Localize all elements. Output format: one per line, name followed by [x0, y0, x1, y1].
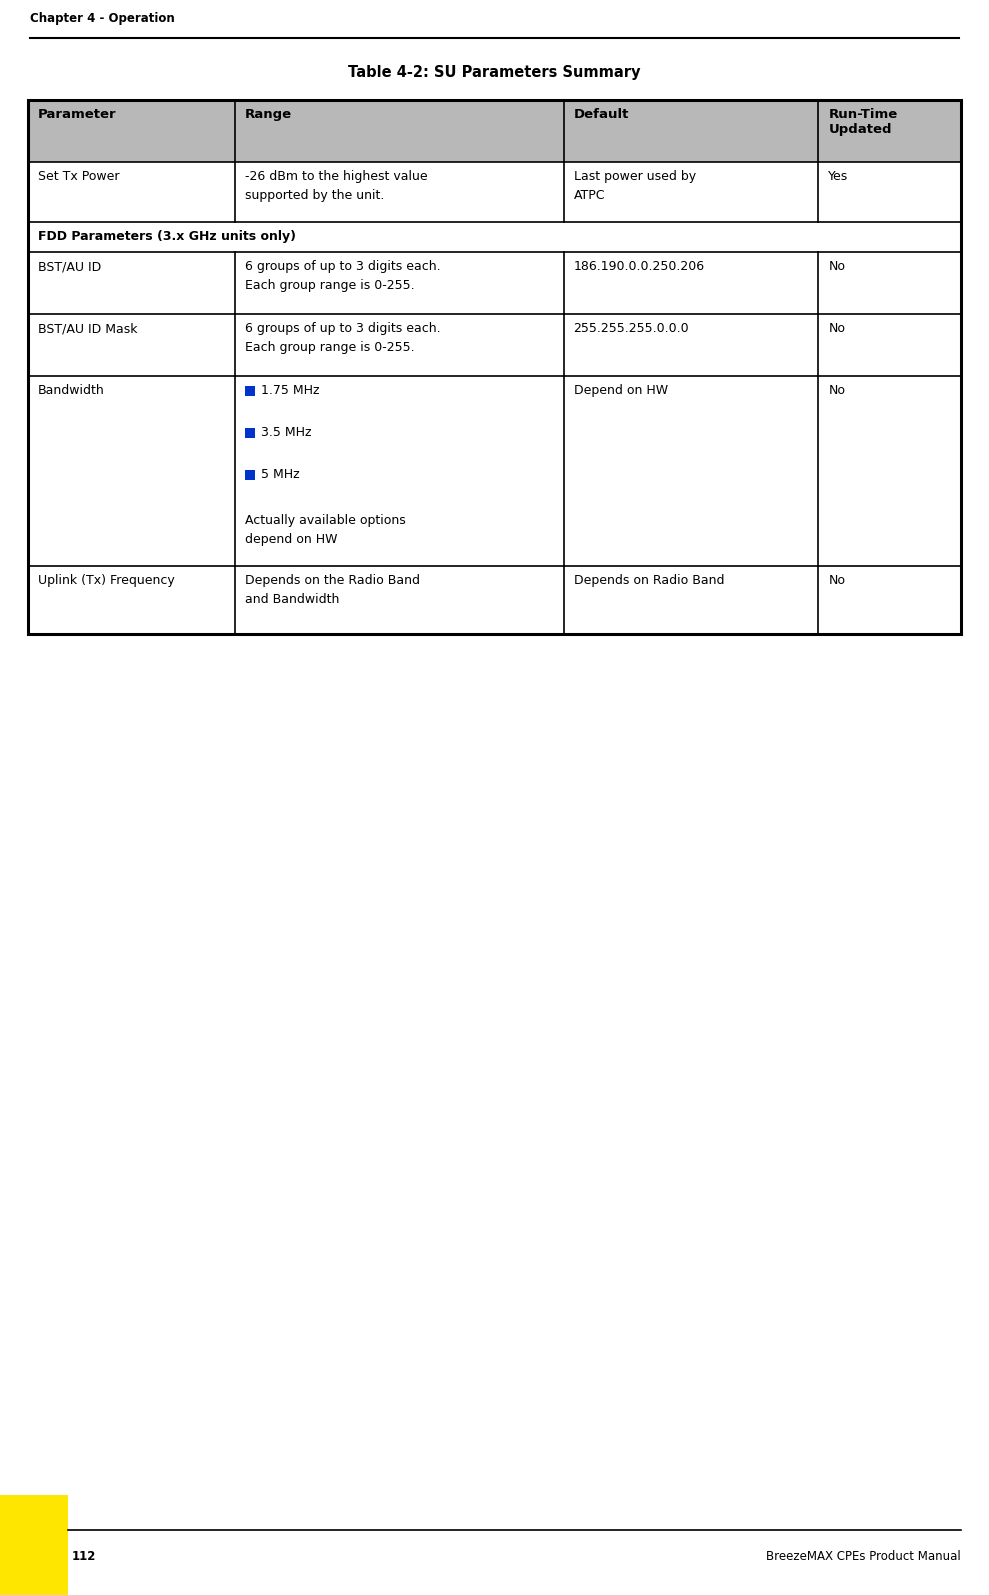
Bar [245, 386, 255, 396]
Bar [818, 566, 961, 633]
Bar [564, 222, 818, 252]
Bar [235, 566, 564, 633]
Bar [245, 427, 255, 439]
Bar [818, 100, 961, 163]
Text: No: No [828, 322, 846, 335]
Bar [28, 252, 235, 314]
Text: Yes: Yes [828, 171, 849, 183]
Text: Run-Time
Updated: Run-Time Updated [828, 108, 897, 136]
Text: Range: Range [245, 108, 293, 121]
Bar [0, 1495, 68, 1595]
Text: 255.255.255.0.0.0: 255.255.255.0.0.0 [574, 322, 689, 335]
Text: Parameter: Parameter [38, 108, 117, 121]
Text: BST/AU ID Mask: BST/AU ID Mask [38, 322, 137, 335]
Text: Chapter 4 - Operation: Chapter 4 - Operation [30, 13, 175, 26]
Bar [28, 163, 235, 222]
Bar [235, 163, 564, 222]
Text: Uplink (Tx) Frequency: Uplink (Tx) Frequency [38, 574, 175, 587]
Bar [564, 100, 818, 163]
Text: 186.190.0.0.250.206: 186.190.0.0.250.206 [574, 260, 705, 273]
Bar [28, 566, 235, 633]
Bar [235, 252, 564, 314]
Text: 1.75 MHz: 1.75 MHz [261, 384, 319, 397]
Text: Depends on the Radio Band
and Bandwidth: Depends on the Radio Band and Bandwidth [245, 574, 420, 606]
Bar [564, 252, 818, 314]
Bar [564, 566, 818, 633]
Bar [818, 376, 961, 566]
Text: Set Tx Power: Set Tx Power [38, 171, 120, 183]
Text: FDD Parameters (3.x GHz units only): FDD Parameters (3.x GHz units only) [38, 230, 296, 242]
Bar [564, 163, 818, 222]
Text: Table 4-2: SU Parameters Summary: Table 4-2: SU Parameters Summary [348, 65, 641, 80]
Bar [235, 222, 564, 252]
Bar [818, 222, 961, 252]
Bar [564, 376, 818, 566]
Bar [235, 314, 564, 376]
Bar [28, 222, 235, 252]
Text: 6 groups of up to 3 digits each.
Each group range is 0-255.: 6 groups of up to 3 digits each. Each gr… [245, 260, 441, 292]
Bar [564, 314, 818, 376]
Text: 112: 112 [72, 1550, 96, 1563]
Text: Bandwidth: Bandwidth [38, 384, 105, 397]
Bar [818, 163, 961, 222]
Bar [818, 314, 961, 376]
Text: Depends on Radio Band: Depends on Radio Band [574, 574, 724, 587]
Text: No: No [828, 384, 846, 397]
Text: BreezeMAX CPEs Product Manual: BreezeMAX CPEs Product Manual [766, 1550, 961, 1563]
Bar [235, 376, 564, 566]
Text: 3.5 MHz: 3.5 MHz [261, 426, 312, 439]
Text: No: No [828, 260, 846, 273]
Bar [28, 376, 235, 566]
Bar [245, 471, 255, 480]
Bar [818, 252, 961, 314]
Text: No: No [828, 574, 846, 587]
Text: Last power used by
ATPC: Last power used by ATPC [574, 171, 695, 203]
Bar [235, 100, 564, 163]
Text: Default: Default [574, 108, 629, 121]
Bar [28, 100, 961, 633]
Bar [28, 314, 235, 376]
Text: Depend on HW: Depend on HW [574, 384, 668, 397]
Bar [28, 100, 235, 163]
Text: -26 dBm to the highest value
supported by the unit.: -26 dBm to the highest value supported b… [245, 171, 428, 203]
Text: 6 groups of up to 3 digits each.
Each group range is 0-255.: 6 groups of up to 3 digits each. Each gr… [245, 322, 441, 354]
Text: Actually available options
depend on HW: Actually available options depend on HW [245, 514, 405, 545]
Text: BST/AU ID: BST/AU ID [38, 260, 101, 273]
Text: 5 MHz: 5 MHz [261, 467, 300, 482]
